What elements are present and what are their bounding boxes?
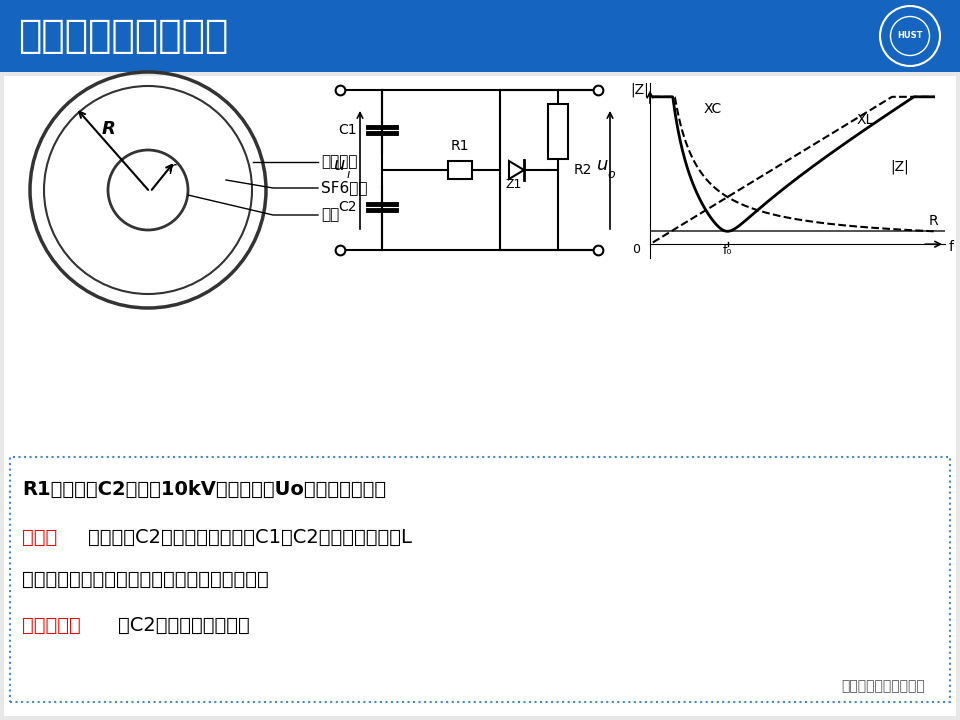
Text: 将C2替换成阻性元件。: 将C2替换成阻性元件。 [118, 616, 250, 634]
Text: C1: C1 [338, 123, 357, 137]
Text: 母线: 母线 [321, 207, 339, 222]
Text: R2: R2 [574, 163, 592, 177]
Text: 面临的电磁兼容问题: 面临的电磁兼容问题 [18, 17, 228, 55]
FancyBboxPatch shape [548, 104, 568, 159]
Text: Z1: Z1 [506, 178, 522, 191]
Text: |Z|: |Z| [890, 160, 909, 174]
Text: SF6气体: SF6气体 [321, 181, 368, 196]
Text: R: R [929, 215, 939, 228]
Circle shape [891, 17, 929, 55]
Text: 发生串联谐振。二次侧出现特征频率的过电压。: 发生串联谐振。二次侧出现特征频率的过电压。 [22, 570, 269, 588]
Text: |Z|: |Z| [631, 83, 649, 97]
Text: 0: 0 [632, 243, 639, 256]
Text: XC: XC [704, 102, 722, 116]
Text: XL: XL [857, 114, 875, 127]
Text: f: f [948, 240, 953, 254]
Text: R1: R1 [451, 139, 469, 153]
Text: R1热击穿，C2端出现10kV级过电压，Uo出现直流分量。: R1热击穿，C2端出现10kV级过电压，Uo出现直流分量。 [22, 480, 386, 498]
Text: i: i [347, 168, 349, 181]
Text: 金属外壳: 金属外壳 [321, 155, 357, 169]
Text: o: o [607, 168, 614, 181]
FancyBboxPatch shape [448, 161, 472, 179]
FancyBboxPatch shape [4, 76, 956, 716]
Text: r: r [168, 160, 175, 178]
Circle shape [878, 4, 942, 68]
Text: C2: C2 [339, 200, 357, 214]
FancyBboxPatch shape [10, 457, 950, 702]
Text: f₀: f₀ [723, 244, 732, 257]
Polygon shape [509, 161, 524, 179]
Text: u: u [597, 156, 609, 174]
Text: 二次元件C2串入一次回路后，C1、C2和线路寄生电感L: 二次元件C2串入一次回路后，C1、C2和线路寄生电感L [88, 528, 412, 546]
Text: 解决方案：: 解决方案： [22, 616, 81, 634]
FancyBboxPatch shape [0, 72, 960, 720]
Text: 原因：: 原因： [22, 528, 58, 546]
Text: u: u [334, 156, 346, 174]
Text: 《电工技术学报》发布: 《电工技术学报》发布 [841, 679, 925, 693]
FancyBboxPatch shape [0, 0, 960, 72]
Text: R: R [102, 120, 116, 138]
Text: HUST: HUST [898, 32, 923, 40]
